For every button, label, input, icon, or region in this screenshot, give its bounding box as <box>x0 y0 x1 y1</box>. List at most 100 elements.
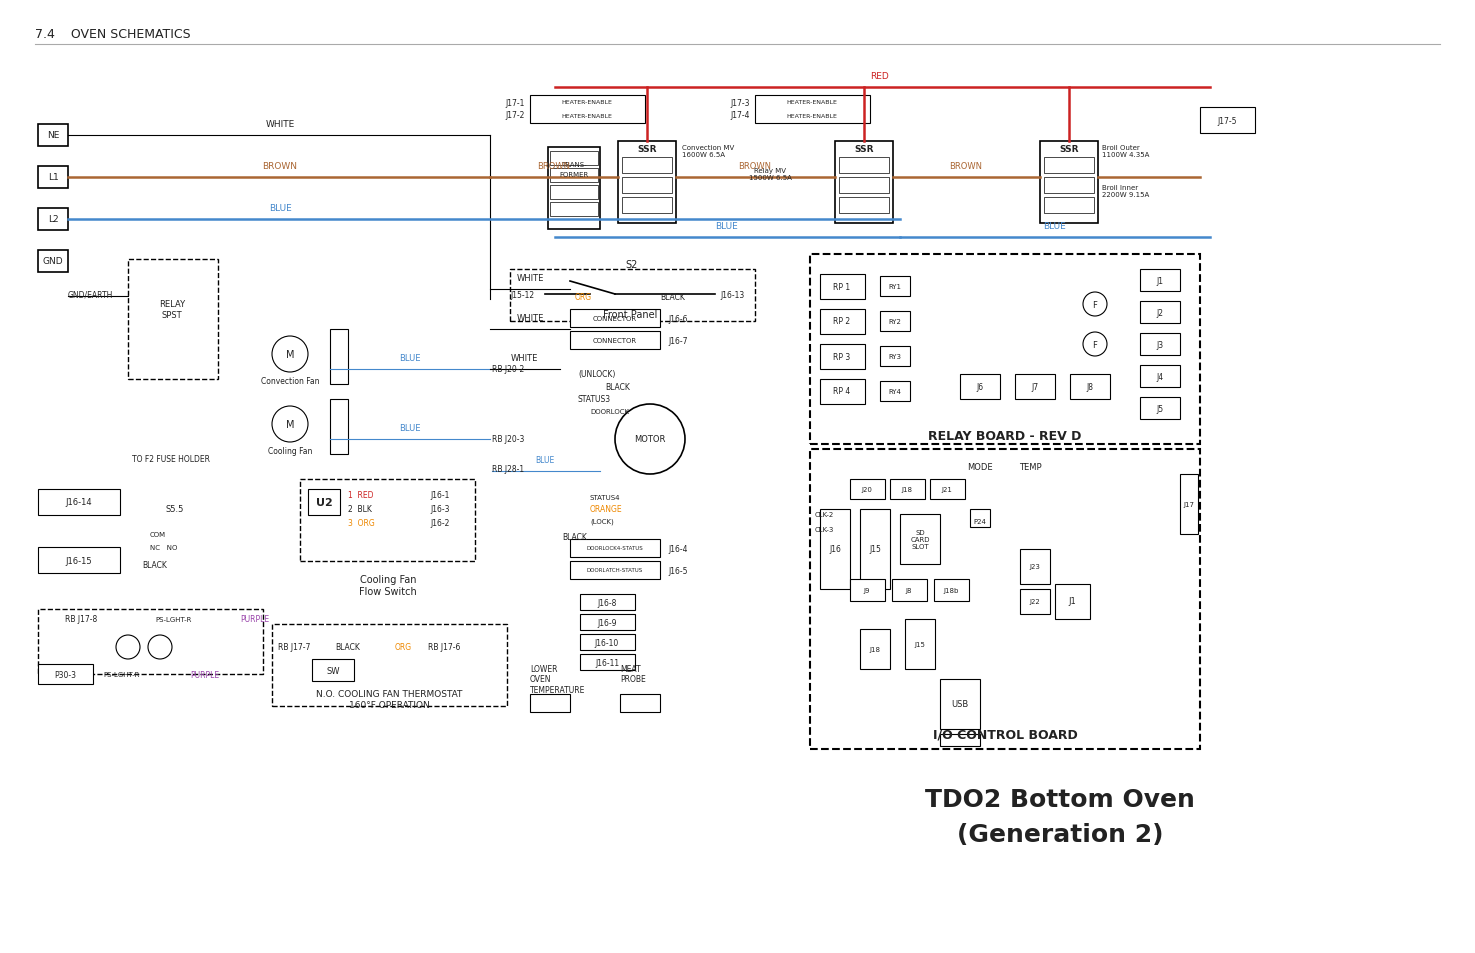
Text: J15-12: J15-12 <box>510 291 535 299</box>
Bar <box>38 547 119 574</box>
Text: RP 4: RP 4 <box>833 387 851 396</box>
Text: RY4: RY4 <box>888 389 901 395</box>
Text: RB J17-6: RB J17-6 <box>428 643 460 652</box>
Text: S2: S2 <box>625 260 639 270</box>
Bar <box>900 515 940 564</box>
Text: WHITE: WHITE <box>516 314 544 323</box>
Text: DOORLOCK: DOORLOCK <box>590 409 628 415</box>
Text: BLACK: BLACK <box>143 560 168 569</box>
Bar <box>906 619 935 669</box>
Text: BLUE: BLUE <box>400 354 420 363</box>
Text: BLACK: BLACK <box>659 294 684 302</box>
Text: SSR: SSR <box>637 146 656 154</box>
Text: HEATER-ENABLE: HEATER-ENABLE <box>562 100 612 106</box>
Bar <box>810 450 1201 749</box>
Bar <box>1140 270 1180 292</box>
Text: (Generation 2): (Generation 2) <box>957 822 1164 846</box>
Text: Front Panel: Front Panel <box>603 310 658 319</box>
Bar <box>850 479 885 499</box>
Text: RED: RED <box>870 71 889 81</box>
Text: J17: J17 <box>1183 501 1195 507</box>
Text: J16-3: J16-3 <box>431 505 450 514</box>
Bar <box>1044 158 1094 173</box>
Bar <box>931 479 965 499</box>
Text: J16: J16 <box>829 545 841 554</box>
Text: BROWN: BROWN <box>537 162 571 171</box>
Bar <box>128 260 218 379</box>
Text: DOORLOCK4-STATUS: DOORLOCK4-STATUS <box>587 546 643 551</box>
Bar <box>1140 302 1180 324</box>
Text: NE: NE <box>47 132 59 140</box>
Text: TEMP: TEMP <box>1019 463 1041 472</box>
Text: Relay MV
1500W 6.5A: Relay MV 1500W 6.5A <box>748 169 792 181</box>
Bar <box>1021 550 1050 584</box>
Text: PS-LGHT-R: PS-LGHT-R <box>155 617 192 622</box>
Text: Cooling Fan
Flow Switch: Cooling Fan Flow Switch <box>358 575 417 596</box>
Text: Convection MV
1600W 6.5A: Convection MV 1600W 6.5A <box>681 145 735 158</box>
Text: J7: J7 <box>1031 382 1038 391</box>
Text: J15: J15 <box>869 545 881 554</box>
Bar <box>892 579 926 601</box>
Bar <box>569 539 659 558</box>
Bar <box>308 490 341 516</box>
Text: MODE: MODE <box>968 463 993 472</box>
Text: RY3: RY3 <box>888 354 901 359</box>
Text: ORG: ORG <box>395 643 412 652</box>
Text: J8: J8 <box>906 587 912 594</box>
Text: (UNLOCK): (UNLOCK) <box>578 370 615 379</box>
Bar <box>330 330 348 385</box>
Text: RB J17-8: RB J17-8 <box>65 615 97 624</box>
Bar <box>1040 142 1097 224</box>
Text: GND: GND <box>43 257 63 266</box>
Bar <box>271 624 507 706</box>
Text: U2: U2 <box>316 497 332 507</box>
Text: J17-4: J17-4 <box>730 112 749 120</box>
Text: FORMER: FORMER <box>559 172 589 178</box>
Bar <box>881 276 910 296</box>
Text: BLUE: BLUE <box>268 204 292 213</box>
Text: Cooling Fan: Cooling Fan <box>268 447 313 456</box>
Text: J16-5: J16-5 <box>668 566 687 575</box>
Text: J9: J9 <box>864 587 870 594</box>
Text: J18: J18 <box>901 486 913 493</box>
Text: J15: J15 <box>914 641 925 647</box>
Text: J8: J8 <box>1087 382 1093 391</box>
Bar <box>38 125 68 147</box>
Bar <box>38 251 68 273</box>
Bar <box>1140 366 1180 388</box>
Text: J3: J3 <box>1156 340 1164 349</box>
Text: J23: J23 <box>1030 563 1040 569</box>
Text: HEATER-ENABLE: HEATER-ENABLE <box>786 113 838 118</box>
Text: J16-8: J16-8 <box>597 598 617 607</box>
Text: J5: J5 <box>1156 404 1164 413</box>
Bar <box>510 270 755 322</box>
Text: P24: P24 <box>974 518 987 524</box>
Bar <box>971 510 990 527</box>
Bar <box>38 167 68 189</box>
Text: TRANS-: TRANS- <box>560 162 587 168</box>
Text: J16-9: J16-9 <box>597 618 617 627</box>
Text: J17-3: J17-3 <box>730 98 749 108</box>
Text: J16-14: J16-14 <box>66 498 93 507</box>
Text: 1  RED: 1 RED <box>348 491 373 500</box>
Bar <box>330 399 348 455</box>
Text: RELAY
SPST: RELAY SPST <box>159 300 184 319</box>
Bar <box>835 142 892 224</box>
Bar <box>530 695 569 712</box>
Text: SW: SW <box>326 666 339 675</box>
Bar <box>820 379 864 405</box>
Bar <box>881 347 910 367</box>
Bar <box>860 629 889 669</box>
Bar <box>820 345 864 370</box>
Bar <box>839 158 889 173</box>
Text: J1: J1 <box>1068 597 1075 606</box>
Bar <box>549 148 600 230</box>
Text: TO F2 FUSE HOLDER: TO F2 FUSE HOLDER <box>131 455 209 464</box>
Text: M: M <box>286 419 294 430</box>
Text: S5.5: S5.5 <box>165 505 184 514</box>
Text: J22: J22 <box>1030 598 1040 604</box>
Text: RB J17-7: RB J17-7 <box>277 643 310 652</box>
Bar <box>569 310 659 328</box>
Bar <box>839 178 889 193</box>
Text: J6: J6 <box>976 382 984 391</box>
